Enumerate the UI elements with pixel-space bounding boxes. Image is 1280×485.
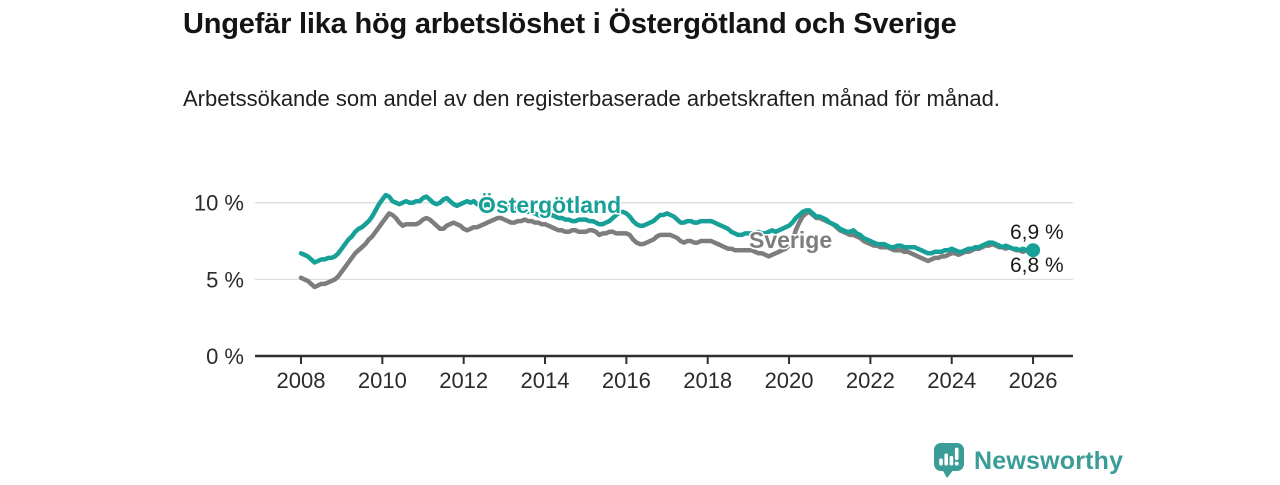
- series-label-ostergotland: Östergötland: [478, 192, 621, 218]
- series-lines: [298, 192, 1036, 290]
- chart-subtitle: Arbetssökande som andel av den registerb…: [183, 86, 1000, 111]
- series-label-sverige: Sverige: [749, 227, 832, 253]
- svg-text:5 %: 5 %: [206, 267, 244, 292]
- svg-text:10 %: 10 %: [194, 191, 244, 216]
- newsworthy-logo-icon: [934, 443, 964, 478]
- end-value-label-ostergotland: 6,9 %: [1010, 221, 1064, 244]
- footer-brand[interactable]: Newsworthy: [934, 442, 1123, 480]
- end-value-label-sverige: 6,8 %: [1010, 254, 1064, 277]
- svg-text:2022: 2022: [846, 368, 895, 393]
- svg-text:2020: 2020: [765, 368, 814, 393]
- svg-text:0 %: 0 %: [206, 344, 244, 369]
- svg-text:2018: 2018: [683, 368, 732, 393]
- x-axis: [255, 354, 1073, 364]
- page-title: Ungefär lika hög arbetslöshet i Östergöt…: [183, 8, 957, 40]
- svg-text:2016: 2016: [602, 368, 651, 393]
- y-axis-labels: 0 % 5 % 10 %: [194, 191, 244, 369]
- svg-text:2026: 2026: [1009, 368, 1058, 393]
- svg-text:2008: 2008: [277, 368, 326, 393]
- svg-text:2024: 2024: [927, 368, 976, 393]
- brand-name: Newsworthy: [974, 446, 1124, 475]
- svg-text:2012: 2012: [439, 368, 488, 393]
- svg-text:2014: 2014: [521, 368, 570, 393]
- svg-text:2010: 2010: [358, 368, 407, 393]
- x-axis-labels: 2008 2010 2012 2014 2016 2018 2020 2022 2024 2026: [277, 368, 1058, 393]
- series-end-dots: [1026, 243, 1041, 258]
